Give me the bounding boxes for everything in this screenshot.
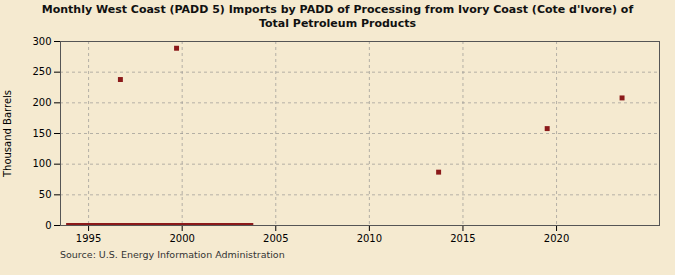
svg-text:0: 0 bbox=[45, 219, 51, 230]
svg-text:250: 250 bbox=[32, 66, 51, 77]
svg-text:1995: 1995 bbox=[76, 232, 101, 243]
svg-text:150: 150 bbox=[32, 127, 51, 138]
svg-text:300: 300 bbox=[32, 35, 51, 46]
svg-text:2015: 2015 bbox=[450, 232, 475, 243]
svg-text:200: 200 bbox=[32, 97, 51, 108]
svg-text:100: 100 bbox=[32, 158, 51, 169]
svg-text:50: 50 bbox=[39, 189, 52, 200]
svg-text:2020: 2020 bbox=[544, 232, 569, 243]
svg-text:2010: 2010 bbox=[357, 232, 382, 243]
html-text:Monthly West Coast (PADD 5) Im: Monthly West Coast (PADD 5) Imports by P… bbox=[41, 3, 634, 30]
html-text:Source: U.S. Energy Informatio: Source: U.S. Energy Information Administ… bbox=[60, 248, 285, 260]
svg-text:2000: 2000 bbox=[169, 232, 194, 243]
svg-text:Thousand Barrels: Thousand Barrels bbox=[2, 89, 13, 177]
svg-text:2005: 2005 bbox=[263, 232, 288, 243]
